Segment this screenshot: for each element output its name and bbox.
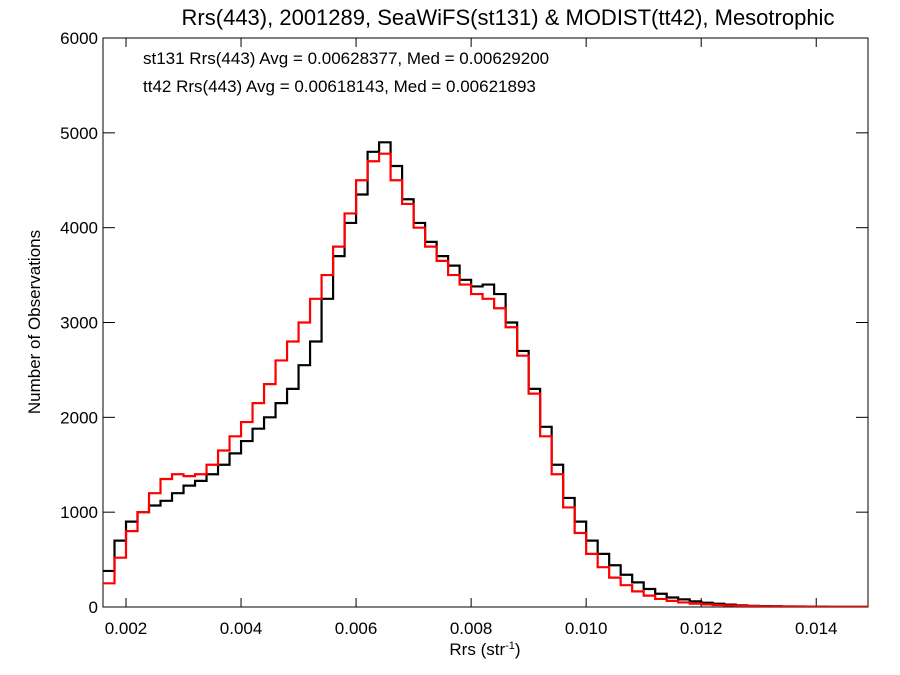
- y-tick-label: 5000: [60, 124, 98, 143]
- x-tick-label: 0.014: [795, 619, 838, 638]
- y-axis-label: Number of Observations: [25, 230, 44, 414]
- chart-title: Rrs(443), 2001289, SeaWiFS(st131) & MODI…: [182, 5, 835, 30]
- y-tick-label: 0: [89, 598, 98, 617]
- x-axis-label: Rrs (str-1): [449, 640, 520, 659]
- x-tick-label: 0.008: [450, 619, 493, 638]
- y-tick-label: 4000: [60, 219, 98, 238]
- y-axis-ticks: 0 1000 2000 3000 4000 5000 6000: [60, 29, 868, 617]
- y-tick-label: 6000: [60, 29, 98, 48]
- x-tick-label: 0.006: [335, 619, 378, 638]
- x-tick-label: 0.002: [105, 619, 148, 638]
- x-axis-ticks: 0.002 0.004 0.006 0.008 0.010 0.012 0.014: [105, 38, 838, 638]
- series-line-st131: [103, 141, 868, 607]
- x-axis-label-superscript: -1: [505, 640, 515, 652]
- x-axis-label-text: Rrs (str: [449, 640, 505, 659]
- y-tick-label: 3000: [60, 314, 98, 333]
- plot-area-frame: [102, 37, 869, 608]
- series-line-tt42: [103, 152, 868, 607]
- legend-entry-st131: st131 Rrs(443) Avg = 0.00628377, Med = 0…: [143, 49, 549, 68]
- x-tick-label: 0.012: [680, 619, 723, 638]
- y-tick-label: 2000: [60, 408, 98, 427]
- y-tick-label: 1000: [60, 503, 98, 522]
- x-tick-label: 0.004: [220, 619, 263, 638]
- x-tick-label: 0.010: [565, 619, 608, 638]
- x-axis-label-close: ): [515, 640, 521, 659]
- series-layer: [103, 141, 868, 607]
- legend-entry-tt42: tt42 Rrs(443) Avg = 0.00618143, Med = 0.…: [143, 77, 536, 96]
